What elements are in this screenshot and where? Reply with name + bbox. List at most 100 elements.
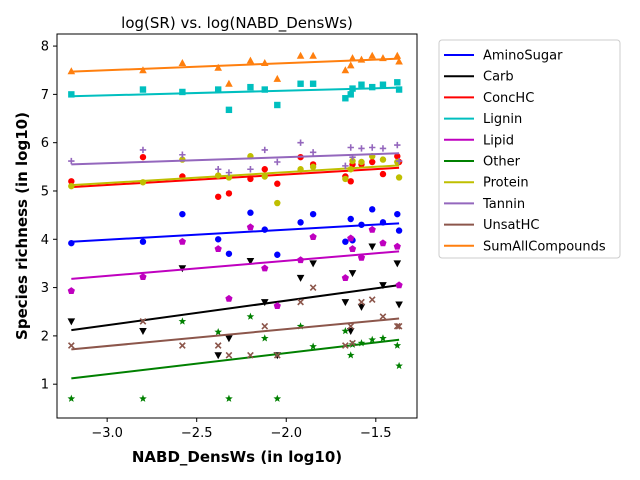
point-tannin	[261, 146, 268, 154]
point-tannin	[394, 141, 401, 149]
point-protein	[342, 175, 349, 183]
legend-label-protein: Protein	[483, 176, 529, 191]
point-other	[357, 339, 366, 347]
point-unsathc	[247, 351, 254, 359]
point-carb	[357, 303, 366, 311]
point-carb	[309, 260, 317, 268]
point-aminosugar	[297, 219, 304, 226]
point-lipid	[379, 239, 387, 247]
point-conchc	[379, 170, 387, 178]
point-protein	[225, 174, 233, 181]
point-unsathc	[349, 339, 356, 347]
point-unsathc	[368, 296, 376, 304]
point-unsathc	[379, 313, 387, 320]
y-tick-label: 6	[41, 136, 49, 151]
point-tannin	[347, 144, 354, 151]
point-sumallcompounds	[260, 58, 269, 66]
point-carb	[214, 352, 222, 360]
fit-line-conchc	[71, 166, 400, 189]
point-tannin	[225, 169, 233, 176]
point-tannin	[214, 166, 222, 173]
point-lipid	[357, 253, 366, 261]
point-other	[379, 334, 387, 342]
point-other	[341, 327, 350, 335]
point-lipid	[139, 273, 147, 281]
point-aminosugar	[358, 221, 365, 228]
fit-line-protein	[71, 164, 400, 187]
point-protein	[358, 158, 365, 166]
y-tick-label: 3	[41, 281, 49, 296]
point-lignin	[349, 85, 356, 92]
point-aminosugar	[379, 219, 387, 226]
point-carb	[296, 274, 305, 282]
point-carb	[348, 270, 357, 278]
point-tannin	[297, 139, 304, 146]
point-tannin	[68, 157, 75, 165]
y-tick-label: 4	[41, 233, 49, 248]
series-tannin	[68, 139, 403, 176]
point-aminosugar	[369, 206, 376, 213]
point-lipid	[347, 234, 355, 242]
point-conchc	[347, 178, 354, 185]
point-protein	[297, 166, 304, 173]
point-lipid	[178, 237, 186, 245]
series-other	[67, 312, 403, 402]
plot-frame	[56, 33, 418, 419]
point-carb	[393, 260, 402, 268]
point-protein	[347, 166, 354, 173]
fit-line-unsathc	[71, 317, 400, 351]
point-lignin	[225, 106, 233, 114]
point-lignin	[342, 95, 349, 102]
point-lignin	[369, 83, 376, 91]
chart-title: log(SR) vs. log(NABD_DensWs)	[121, 14, 353, 33]
point-sumallcompounds	[379, 54, 387, 62]
point-lignin	[297, 80, 304, 87]
point-sumallcompounds	[309, 51, 317, 59]
legend-label-tannin: Tannin	[482, 197, 525, 212]
point-carb	[395, 301, 403, 309]
x-tick-label: −1.5	[360, 426, 392, 441]
y-axis-ticks: 1 2 3 4 5 6 7 8	[41, 40, 57, 393]
point-aminosugar	[261, 226, 268, 233]
point-tannin	[379, 145, 387, 152]
point-conchc	[68, 178, 75, 185]
point-aminosugar	[225, 250, 233, 257]
point-conchc	[225, 190, 233, 197]
point-aminosugar	[179, 210, 186, 218]
point-carb	[260, 299, 269, 307]
point-sumallcompounds	[225, 79, 233, 87]
x-tick-label: −3.0	[91, 426, 123, 441]
legend: AminoSugar Carb ConcHC Lignin Lipid Other Prot…	[438, 39, 621, 259]
point-sumallcompounds	[214, 63, 222, 71]
point-protein	[261, 173, 268, 180]
point-unsathc	[214, 342, 222, 349]
point-lipid	[246, 223, 255, 231]
point-lipid	[273, 302, 281, 310]
point-other	[246, 312, 255, 320]
fit-line-tannin	[71, 152, 400, 166]
point-tannin	[139, 146, 147, 154]
point-tannin	[179, 151, 186, 158]
point-protein	[214, 172, 222, 179]
point-tannin	[274, 158, 281, 166]
fit-line-aminosugar	[71, 222, 400, 243]
point-protein	[349, 157, 356, 165]
legend-label-lignin: Lignin	[483, 112, 522, 127]
point-lipid	[67, 287, 75, 295]
point-protein	[274, 199, 281, 207]
series-conchc	[68, 153, 403, 200]
point-aminosugar	[309, 210, 317, 218]
point-protein	[309, 163, 317, 171]
point-lipid	[393, 242, 401, 250]
point-sumallcompounds	[67, 67, 76, 75]
point-sumallcompounds	[395, 57, 403, 65]
point-carb	[368, 243, 377, 251]
point-conchc	[247, 175, 254, 183]
point-other	[296, 322, 305, 330]
point-protein	[379, 156, 387, 163]
point-lignin	[179, 88, 186, 96]
legend-label-conchc: ConcHC	[483, 91, 534, 106]
point-other	[260, 334, 269, 342]
point-sumallcompounds	[246, 56, 255, 64]
